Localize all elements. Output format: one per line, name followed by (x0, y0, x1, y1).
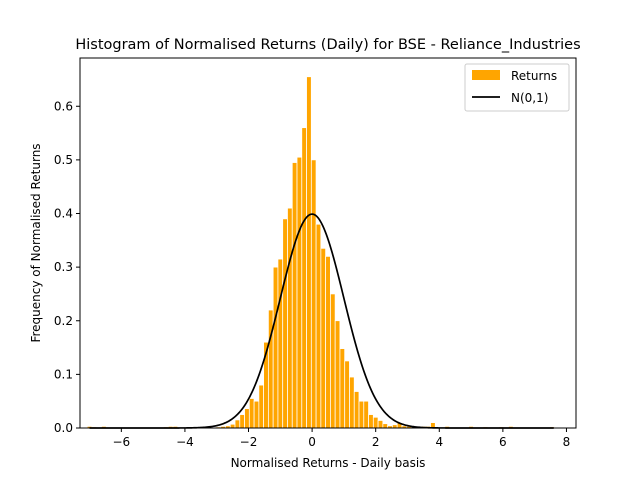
histogram-bar (287, 207, 293, 429)
x-tick-label: 0 (308, 435, 316, 449)
legend-label-returns: Returns (511, 69, 557, 83)
histogram-bar (315, 223, 322, 429)
x-tick-label: −6 (112, 435, 130, 449)
histogram-bar (358, 400, 365, 429)
y-tick-label: 0.2 (54, 314, 73, 328)
x-tick-label: 4 (435, 435, 443, 449)
histogram-bar (277, 258, 283, 429)
histogram-bar (334, 320, 341, 429)
histogram-bar (349, 376, 355, 429)
x-tick-label: −4 (176, 435, 194, 449)
y-tick-label: 0.6 (54, 99, 73, 113)
histogram-bar (234, 419, 241, 429)
y-tick-label: 0.1 (54, 367, 73, 381)
histogram-bar (244, 408, 250, 429)
x-tick-label: 2 (372, 435, 380, 449)
y-tick-label: 0.3 (54, 260, 73, 274)
legend-label-normal: N(0,1) (511, 91, 548, 105)
histogram-bar (377, 420, 384, 429)
histogram-bar (339, 348, 345, 429)
y-tick-label: 0.5 (54, 153, 73, 167)
histogram-bar (296, 156, 303, 429)
y-tick-label: 0.0 (54, 421, 73, 435)
chart-title: Histogram of Normalised Returns (Daily) … (75, 37, 580, 53)
x-tick-label: 6 (499, 435, 507, 449)
histogram-bar (320, 248, 326, 429)
x-axis-label: Normalised Returns - Daily basis (231, 456, 426, 470)
histogram-bar (368, 414, 374, 429)
histogram-bar (330, 293, 336, 429)
histogram-bar (363, 400, 369, 429)
y-axis-ticks: 0.0 0.1 0.2 0.3 0.4 0.5 0.6 (54, 99, 80, 435)
histogram-bar (373, 416, 379, 429)
histogram-bar (344, 360, 350, 429)
histogram-bar (325, 256, 331, 429)
histogram-bar (249, 398, 255, 429)
x-tick-label: 8 (563, 435, 571, 449)
histogram-bar (382, 423, 388, 429)
histogram-bar (353, 391, 360, 429)
y-tick-label: 0.4 (54, 207, 73, 221)
legend-swatch-returns (472, 70, 500, 80)
histogram-bar (253, 400, 260, 429)
plot-area (79, 57, 577, 429)
histogram-bar (239, 414, 245, 429)
histogram-bar (272, 266, 279, 429)
histogram-bar (229, 423, 236, 429)
axes-frame (79, 57, 577, 429)
x-axis-ticks: −6 −4 −2 0 2 4 6 8 (112, 428, 570, 449)
histogram-bar (258, 384, 264, 429)
y-axis-label: Frequency of Normalised Returns (29, 143, 43, 342)
histogram-bar (291, 162, 298, 429)
histogram-bar (311, 159, 317, 429)
histogram-bar (306, 76, 312, 429)
histogram-bar (301, 127, 307, 429)
histogram-bar (282, 218, 288, 429)
legend: Returns N(0,1) (464, 63, 570, 112)
x-tick-label: −2 (240, 435, 258, 449)
